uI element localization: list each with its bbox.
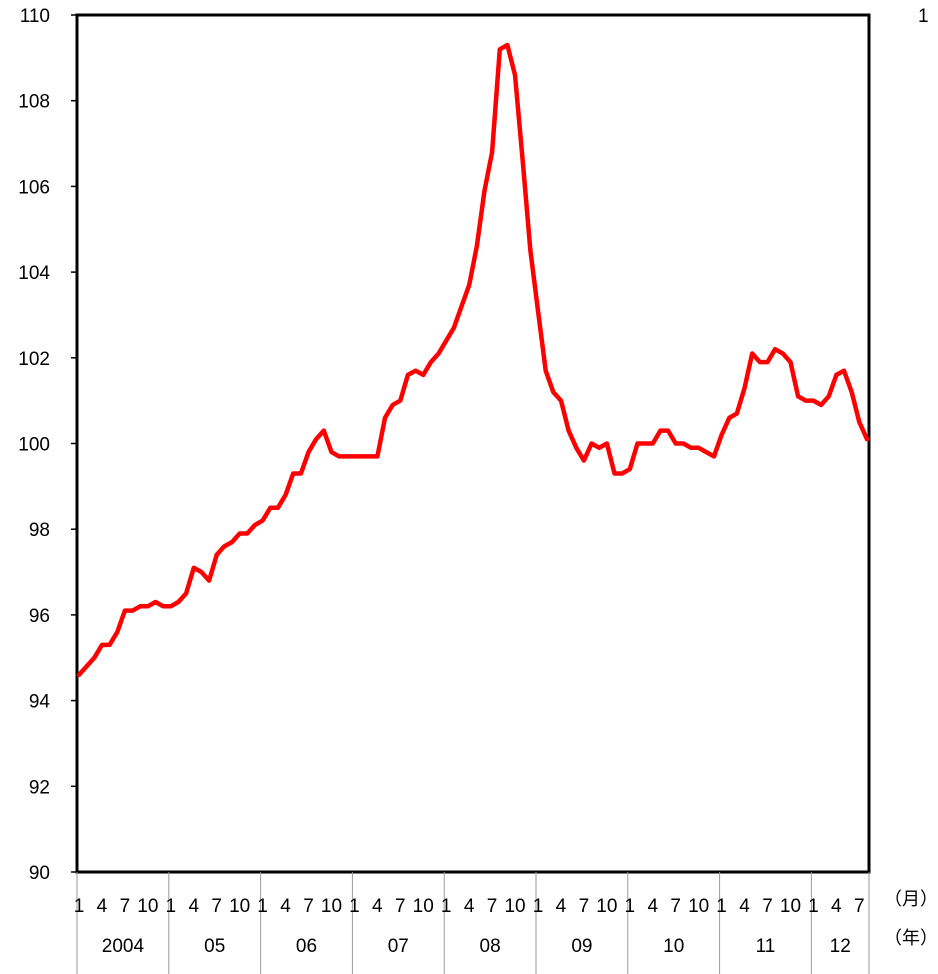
x-month-label: 4: [831, 896, 842, 917]
x-month-label: 7: [120, 896, 131, 917]
x-year-label: 10: [663, 936, 684, 957]
y-tick-label: 90: [29, 863, 50, 884]
x-month-label: 1: [716, 896, 727, 917]
x-month-label: 1: [808, 896, 819, 917]
y-tick-label: 104: [18, 263, 50, 284]
y-tick-label: 96: [29, 606, 50, 627]
y-tick-label: 108: [18, 92, 50, 113]
y-tick-label: 92: [29, 777, 50, 798]
x-year-label: 08: [480, 936, 501, 957]
x-month-label: 10: [413, 896, 434, 917]
x-month-label: 1: [625, 896, 636, 917]
x-month-label: 10: [321, 896, 342, 917]
x-month-label: 1: [74, 896, 85, 917]
x-month-label: 1: [166, 896, 177, 917]
x-year-label: 06: [296, 936, 317, 957]
x-month-label: 7: [395, 896, 406, 917]
x-month-label: 4: [97, 896, 108, 917]
x-month-label: 4: [556, 896, 567, 917]
x-month-label: 7: [303, 896, 314, 917]
x-month-label: 7: [211, 896, 222, 917]
x-month-label: 1: [441, 896, 452, 917]
x-month-label: 7: [670, 896, 681, 917]
x-year-label: 12: [830, 936, 851, 957]
x-month-label: 4: [739, 896, 750, 917]
x-month-label: 4: [188, 896, 199, 917]
x-year-label: 11: [756, 936, 776, 957]
y-tick-label: 94: [29, 692, 51, 713]
x-month-label: 7: [762, 896, 773, 917]
x-month-label: 10: [137, 896, 158, 917]
plot-area-border: [75, 13, 871, 874]
x-month-label: 10: [504, 896, 525, 917]
series-line: [76, 42, 870, 678]
x-year-label: 07: [388, 936, 409, 957]
x-month-label: 10: [596, 896, 617, 917]
x-month-label: 1: [257, 896, 268, 917]
y-tick-label: 98: [29, 520, 50, 541]
x-year-label: 2004: [102, 936, 145, 957]
x-month-label: 1: [533, 896, 544, 917]
x-month-label: 7: [487, 896, 498, 917]
corner-label: 1: [918, 6, 929, 27]
x-month-label: 4: [280, 896, 291, 917]
x-month-label: 10: [780, 896, 801, 917]
x-month-label: 4: [464, 896, 475, 917]
year-unit-label: （年）: [884, 928, 938, 949]
y-tick-label: 106: [18, 177, 50, 198]
x-month-label: 1: [349, 896, 360, 917]
x-year-label: 09: [571, 936, 592, 957]
x-month-label: 7: [579, 896, 590, 917]
y-tick-label: 110: [20, 6, 50, 27]
y-tick-label: 100: [18, 435, 50, 456]
x-year-label: 05: [204, 936, 225, 957]
x-month-label: 7: [854, 896, 865, 917]
x-month-label: 10: [688, 896, 709, 917]
y-tick-label: 102: [18, 349, 50, 370]
x-month-label: 4: [372, 896, 383, 917]
month-unit-label: （月）: [884, 889, 938, 910]
x-month-label: 10: [229, 896, 250, 917]
x-month-label: 4: [647, 896, 658, 917]
